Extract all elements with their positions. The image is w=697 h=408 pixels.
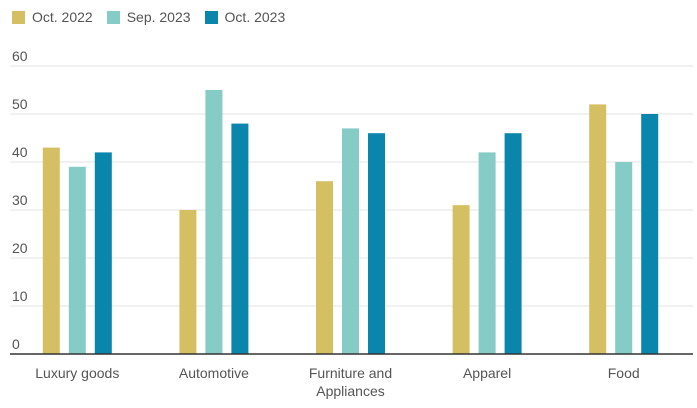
- y-tick-label-60: 60: [12, 48, 28, 64]
- y-tick-label-10: 10: [12, 288, 28, 304]
- bar-oct-2023-2: [368, 133, 385, 354]
- x-tick-label-line: Appliances: [316, 383, 385, 399]
- chart-legend: Oct. 2022 Sep. 2023 Oct. 2023: [12, 9, 285, 25]
- bar-sep-2023-4: [615, 162, 633, 354]
- bar-sep-2023-1: [205, 90, 223, 354]
- x-tick-label-line: Food: [608, 365, 640, 381]
- y-tick-label-50: 50: [12, 96, 28, 112]
- legend-swatch-sep-2023: [106, 10, 120, 24]
- x-tick-label-line: Furniture and: [309, 365, 392, 381]
- y-tick-label-30: 30: [12, 192, 28, 208]
- legend-label-sep-2023: Sep. 2023: [126, 9, 191, 25]
- y-tick-label-0: 0: [12, 336, 20, 352]
- legend-swatch-oct-2022: [12, 10, 25, 24]
- y-tick-label-40: 40: [12, 144, 28, 160]
- bar-oct-2022-2: [316, 181, 333, 354]
- bar-sep-2023-3: [478, 152, 496, 354]
- bar-oct-2023-1: [231, 123, 249, 354]
- bar-oct-2023-0: [94, 152, 112, 354]
- x-tick-label-line: Automotive: [179, 365, 249, 381]
- bar-sep-2023-2: [342, 128, 359, 354]
- x-tick-label-line: Luxury goods: [35, 365, 119, 381]
- x-tick-label-3: Apparel: [463, 365, 511, 381]
- legend-item-oct-2022: Oct. 2022: [12, 9, 93, 25]
- x-tick-label-2: Furniture and Appliances: [309, 365, 392, 399]
- legend-item-sep-2023: Sep. 2023: [106, 9, 191, 25]
- x-tick-label-line: Apparel: [463, 365, 511, 381]
- bar-oct-2022-1: [179, 210, 197, 354]
- bar-oct-2023-4: [641, 114, 659, 354]
- x-tick-label-0: Luxury goods: [35, 365, 119, 381]
- legend-label-oct-2023: Oct. 2023: [224, 9, 286, 25]
- bar-oct-2022-4: [589, 104, 607, 355]
- bar-oct-2022-3: [452, 205, 470, 354]
- bar-oct-2023-3: [504, 133, 522, 354]
- legend-label-oct-2022: Oct. 2022: [32, 9, 93, 25]
- x-tick-label-1: Automotive: [179, 365, 249, 381]
- bar-sep-2023-0: [68, 166, 86, 354]
- legend-item-oct-2023: Oct. 2023: [204, 9, 286, 25]
- legend-swatch-oct-2023: [204, 10, 218, 24]
- y-tick-label-20: 20: [12, 240, 28, 256]
- bar-oct-2022-0: [42, 147, 60, 354]
- x-tick-label-4: Food: [608, 365, 640, 381]
